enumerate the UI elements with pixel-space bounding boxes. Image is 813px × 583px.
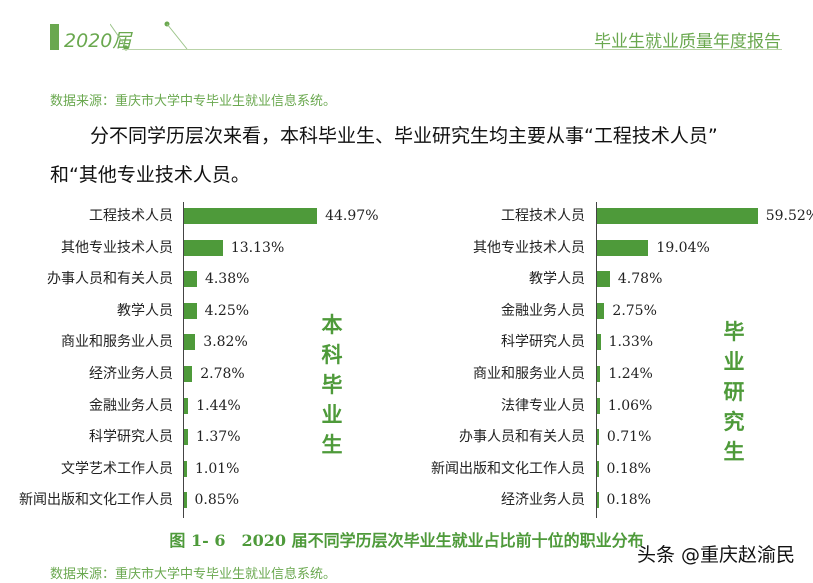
category-label: 教学人员 [117,302,173,319]
chart-axis [596,202,597,518]
bar [184,397,189,414]
bar [184,334,196,351]
category-label: 金融业务人员 [501,302,585,319]
category-label: 办事人员和有关人员 [47,271,173,288]
data-label: 4.78% [617,271,663,288]
bar [184,271,197,288]
category-label: 法律专业人员 [501,397,585,414]
data-label: 44.97% [325,208,379,224]
bar [597,302,605,319]
source-note-top: 数据来源：重庆市大学中专毕业生就业信息系统。 [50,94,337,109]
data-label: 1.06% [607,397,653,414]
data-label: 0.18% [606,460,651,477]
data-label: 1.01% [194,460,240,477]
data-label: 2.78% [200,366,245,382]
bar [597,334,601,351]
category-label: 其他专业技术人员 [473,239,585,256]
header-accent-bar [50,24,59,50]
data-label: 1.24% [608,366,653,382]
series-label-graduate: 毕业研究生 [723,320,745,464]
watermark: 头条 @重庆赵渝民 [636,544,795,566]
paragraph-line-1: 分不同学历层次来看，本科毕业生、毕业研究生均主要从事“工程技术人员” [90,125,718,147]
category-label: 文学艺术工作人员 [61,460,173,477]
chart-axis [183,202,184,518]
series-label-undergrad: 本科毕业生 [321,313,343,457]
category-label: 经济业务人员 [89,366,173,382]
category-label: 商业和服务业人员 [473,366,585,382]
data-label: 4.38% [204,271,250,288]
bar [184,208,318,224]
data-label: 19.04% [656,239,710,256]
data-label: 59.52% [765,208,813,224]
data-label: 2.75% [612,302,657,319]
bar [597,397,600,414]
category-label: 金融业务人员 [89,397,173,414]
paragraph-line-2: 和“其他专业技术人员。 [50,164,250,186]
source-note-bottom: 数据来源：重庆市大学中专毕业生就业信息系统。 [50,567,337,582]
bar [597,271,610,288]
data-label: 1.33% [608,334,654,351]
category-label: 工程技术人员 [89,208,173,224]
header-title: 毕业生就业质量年度报告 [594,32,781,52]
category-label: 教学人员 [529,271,585,288]
bar [184,366,193,382]
data-label: 0.85% [194,492,239,509]
data-label: 1.37% [196,429,241,446]
bar [184,239,223,256]
bar [597,429,599,446]
data-label: 13.13% [230,239,285,256]
category-label: 经济业务人员 [501,492,585,509]
header-rule [122,49,782,50]
data-label: 0.18% [606,492,651,509]
category-label: 新闻出版和文化工作人员 [431,460,585,477]
bar [597,492,599,509]
figure-caption: 图 1- 6 2020 届不同学历层次毕业生就业占比前十位的职业分布 [169,531,644,550]
category-label: 其他专业技术人员 [61,239,173,256]
data-label: 0.71% [606,429,652,446]
header-decoration [110,21,188,51]
data-label: 1.44% [196,397,241,414]
category-label: 办事人员和有关人员 [459,429,585,446]
category-label: 商业和服务业人员 [61,334,173,351]
header-year: 2020届 [64,30,132,52]
bar [597,239,649,256]
bar [597,366,601,382]
bar [597,208,758,224]
data-label: 4.25% [204,302,250,319]
bar [184,460,187,477]
category-label: 工程技术人员 [501,208,585,224]
bar [184,429,189,446]
data-label: 3.82% [203,334,248,351]
category-label: 科学研究人员 [89,429,173,446]
category-label: 新闻出版和文化工作人员 [19,492,173,509]
bar [184,302,197,319]
category-label: 科学研究人员 [501,334,585,351]
bar [184,492,187,509]
bar [597,460,599,477]
